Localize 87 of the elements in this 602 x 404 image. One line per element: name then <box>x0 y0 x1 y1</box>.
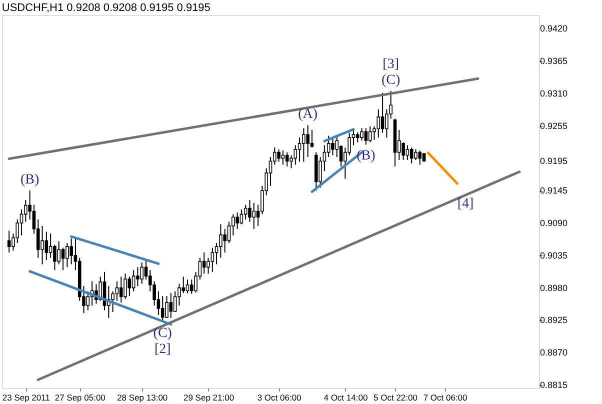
candlestick <box>140 262 144 284</box>
y-tick-label: 0.9365 <box>540 56 568 66</box>
candlestick <box>169 292 173 318</box>
candlestick <box>236 212 239 230</box>
candlestick <box>380 92 384 134</box>
candlestick <box>61 247 65 271</box>
candlestick <box>285 152 289 167</box>
candlestick <box>376 108 380 138</box>
candlestick <box>173 290 177 312</box>
candlestick <box>132 270 136 292</box>
candlestick <box>128 276 132 297</box>
y-tick-label: 0.9195 <box>540 156 568 166</box>
x-tick-label: 5 Oct 22:00 <box>374 392 418 402</box>
x-tick-label: 23 Sep 2011 <box>2 392 50 402</box>
candlestick <box>24 200 28 222</box>
candlestick <box>310 129 314 148</box>
candlestick <box>298 137 302 162</box>
candlestick <box>402 142 405 160</box>
candlestick <box>294 144 298 166</box>
annotation: (B) <box>356 148 376 164</box>
candlestick <box>40 225 44 265</box>
candlestick <box>190 279 194 294</box>
candlestick <box>165 296 168 318</box>
chart-title: USDCHF,H1 0.9208 0.9208 0.9195 0.9195 <box>2 2 210 14</box>
candlestick <box>111 290 114 312</box>
candlestick <box>202 252 206 274</box>
x-tick-label: 29 Sep 21:00 <box>183 392 234 402</box>
y-tick-label: 0.8815 <box>540 380 568 390</box>
annotation: [4] <box>457 196 474 212</box>
candlestick <box>48 233 52 258</box>
candlestick <box>418 150 422 166</box>
candlestick <box>53 244 56 271</box>
x-tick-label: 27 Sep 05:00 <box>54 392 106 402</box>
y-tick-label: 0.8980 <box>540 282 568 293</box>
y-tick-label: 0.9420 <box>540 24 568 34</box>
y-tick-label: 0.9035 <box>540 250 568 260</box>
candlestick <box>223 228 227 253</box>
candlestick <box>368 126 372 143</box>
candlestick <box>182 276 186 294</box>
y-tick-label: 0.9310 <box>540 88 568 98</box>
candlestick <box>160 296 164 323</box>
y-tick-label: 0.9145 <box>540 186 568 196</box>
y-tick-label: 0.9090 <box>540 218 568 228</box>
candlestick <box>186 279 190 294</box>
candlestick <box>44 231 48 261</box>
annotation: [2] <box>154 342 171 358</box>
candlestick <box>70 238 73 265</box>
candlestick <box>57 240 61 265</box>
annotation: (C) <box>153 326 172 342</box>
candlestick <box>414 148 418 160</box>
candlestick <box>331 137 334 156</box>
candlestick <box>20 208 24 236</box>
candlestick <box>356 132 360 143</box>
candlestick <box>302 128 306 162</box>
candlestick <box>66 242 69 268</box>
candlestick <box>136 266 140 287</box>
candlestick <box>306 124 310 158</box>
candlestick <box>326 135 330 158</box>
candlestick <box>210 247 214 272</box>
y-tick-label: 0.8925 <box>540 315 568 326</box>
candlestick <box>364 128 368 146</box>
annotation: (B) <box>20 172 40 188</box>
candlestick <box>410 147 414 164</box>
candlestick <box>248 200 252 222</box>
annotation: [3] <box>382 57 400 72</box>
x-tick-label: 4 Oct 14:00 <box>324 392 368 402</box>
candlestick <box>115 280 119 302</box>
candlestick <box>219 224 222 258</box>
x-tick-label: 7 Oct 06:00 <box>423 392 468 402</box>
x-tick-label: 28 Sep 13:00 <box>117 392 168 402</box>
candlestick <box>277 148 280 162</box>
annotation: (C) <box>382 73 401 88</box>
candlestick <box>244 204 248 220</box>
candlestick <box>252 202 256 230</box>
candlestick <box>119 276 123 304</box>
y-tick-label: 0.9255 <box>540 120 568 131</box>
candlestick <box>385 108 388 138</box>
candlestick <box>86 290 90 311</box>
annotation: (A) <box>298 107 318 122</box>
candlestick <box>406 144 410 160</box>
candlestick <box>335 135 339 158</box>
candlestick <box>360 128 364 142</box>
x-tick-label: 3 Oct 06:00 <box>257 392 302 402</box>
y-tick-label: 0.8870 <box>540 348 568 358</box>
candlestick <box>7 230 11 253</box>
candlestick <box>124 273 127 300</box>
candlestick <box>240 208 244 225</box>
